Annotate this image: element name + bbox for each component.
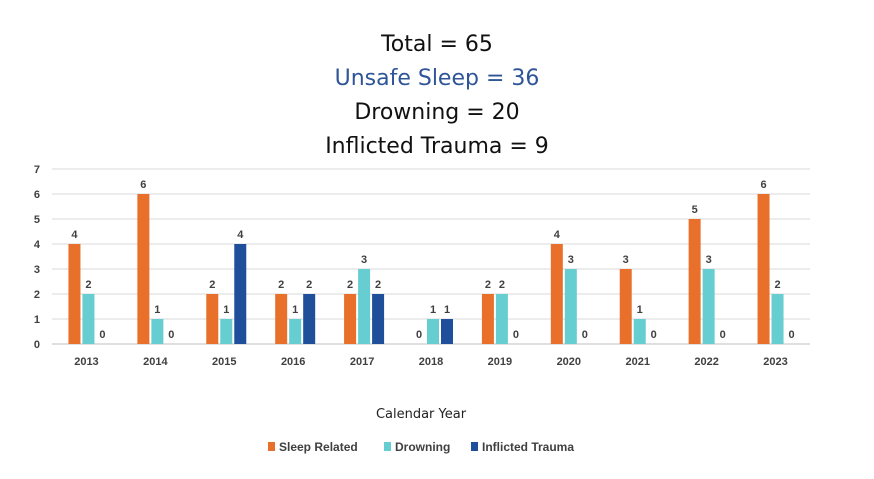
bar xyxy=(137,194,150,344)
chart-heading: Total = 65 Unsafe Sleep = 36 Drowning = … xyxy=(0,28,874,164)
x-tick-label: 2015 xyxy=(212,356,236,368)
data-label: 1 xyxy=(154,304,160,316)
x-tick-label: 2017 xyxy=(350,356,374,368)
data-label: 6 xyxy=(140,179,146,191)
legend-label: Inflicted Trauma xyxy=(482,440,574,454)
data-label: 0 xyxy=(582,329,588,341)
data-label: 1 xyxy=(223,304,229,316)
x-tick-label: 2020 xyxy=(557,356,581,368)
data-label: 0 xyxy=(720,329,726,341)
data-label: 3 xyxy=(623,254,629,266)
bar xyxy=(303,294,316,344)
x-tick-label: 2013 xyxy=(74,356,98,368)
data-label: 4 xyxy=(554,229,561,241)
data-label: 0 xyxy=(168,329,174,341)
x-tick-label: 2023 xyxy=(763,356,787,368)
data-label: 2 xyxy=(499,279,505,291)
data-label: 6 xyxy=(760,179,766,191)
bar xyxy=(151,319,164,344)
bar xyxy=(702,269,715,344)
data-label: 0 xyxy=(651,329,657,341)
data-label: 2 xyxy=(209,279,215,291)
y-tick-label: 1 xyxy=(34,314,40,326)
data-label: 0 xyxy=(416,329,422,341)
bar xyxy=(564,269,577,344)
data-label: 2 xyxy=(278,279,284,291)
data-label: 5 xyxy=(692,204,698,216)
bar xyxy=(633,319,646,344)
legend-label: Sleep Related xyxy=(279,440,358,454)
bar xyxy=(82,294,95,344)
bar xyxy=(619,269,632,344)
bar xyxy=(495,294,508,344)
bar xyxy=(771,294,784,344)
bar xyxy=(289,319,302,344)
y-tick-label: 6 xyxy=(34,189,40,201)
bar xyxy=(344,294,357,344)
x-tick-label: 2016 xyxy=(281,356,305,368)
bar xyxy=(757,194,770,344)
data-label: 0 xyxy=(788,329,794,341)
bar xyxy=(481,294,494,344)
bar xyxy=(206,294,219,344)
y-tick-label: 2 xyxy=(34,289,40,301)
bar xyxy=(441,319,453,344)
data-label: 1 xyxy=(292,304,298,316)
data-label: 2 xyxy=(306,279,312,291)
x-tick-label: 2019 xyxy=(488,356,512,368)
legend-swatch xyxy=(384,442,391,451)
unsafe-sleep-line: Unsafe Sleep = 36 xyxy=(334,66,540,91)
bar xyxy=(358,269,371,344)
data-label: 2 xyxy=(485,279,491,291)
x-tick-label: 2018 xyxy=(419,356,443,368)
data-label: 0 xyxy=(513,329,519,341)
bar xyxy=(372,294,385,344)
y-tick-label: 0 xyxy=(34,339,40,351)
bar xyxy=(68,244,81,344)
data-label: 3 xyxy=(568,254,574,266)
data-label: 1 xyxy=(637,304,643,316)
y-tick-label: 7 xyxy=(34,164,40,176)
bar xyxy=(275,294,288,344)
data-label: 2 xyxy=(375,279,381,291)
data-label: 1 xyxy=(444,304,450,316)
legend-label: Drowning xyxy=(395,440,450,454)
data-label: 3 xyxy=(361,254,367,266)
bar xyxy=(688,219,701,344)
data-label: 4 xyxy=(71,229,78,241)
bar xyxy=(427,319,439,344)
x-tick-label: 2022 xyxy=(694,356,718,368)
bar xyxy=(220,319,233,344)
data-label: 0 xyxy=(99,329,105,341)
y-tick-label: 5 xyxy=(34,214,40,226)
data-label: 2 xyxy=(347,279,353,291)
data-label: 2 xyxy=(85,279,91,291)
y-tick-label: 3 xyxy=(34,264,40,276)
bar xyxy=(234,244,247,344)
x-tick-label: 2021 xyxy=(625,356,649,368)
data-label: 3 xyxy=(706,254,712,266)
x-tick-label: 2014 xyxy=(143,356,168,368)
x-axis-title: Calendar Year xyxy=(376,407,467,422)
data-label: 2 xyxy=(774,279,780,291)
inflicted-trauma-line: Inflicted Trauma = 9 xyxy=(325,134,549,159)
drowning-line: Drowning = 20 xyxy=(354,100,520,125)
y-tick-label: 4 xyxy=(34,239,41,251)
legend-swatch xyxy=(268,442,275,451)
data-label: 1 xyxy=(430,304,436,316)
legend-swatch xyxy=(471,442,478,451)
data-label: 4 xyxy=(237,229,244,241)
total-line: Total = 65 xyxy=(381,32,493,57)
bar xyxy=(550,244,563,344)
